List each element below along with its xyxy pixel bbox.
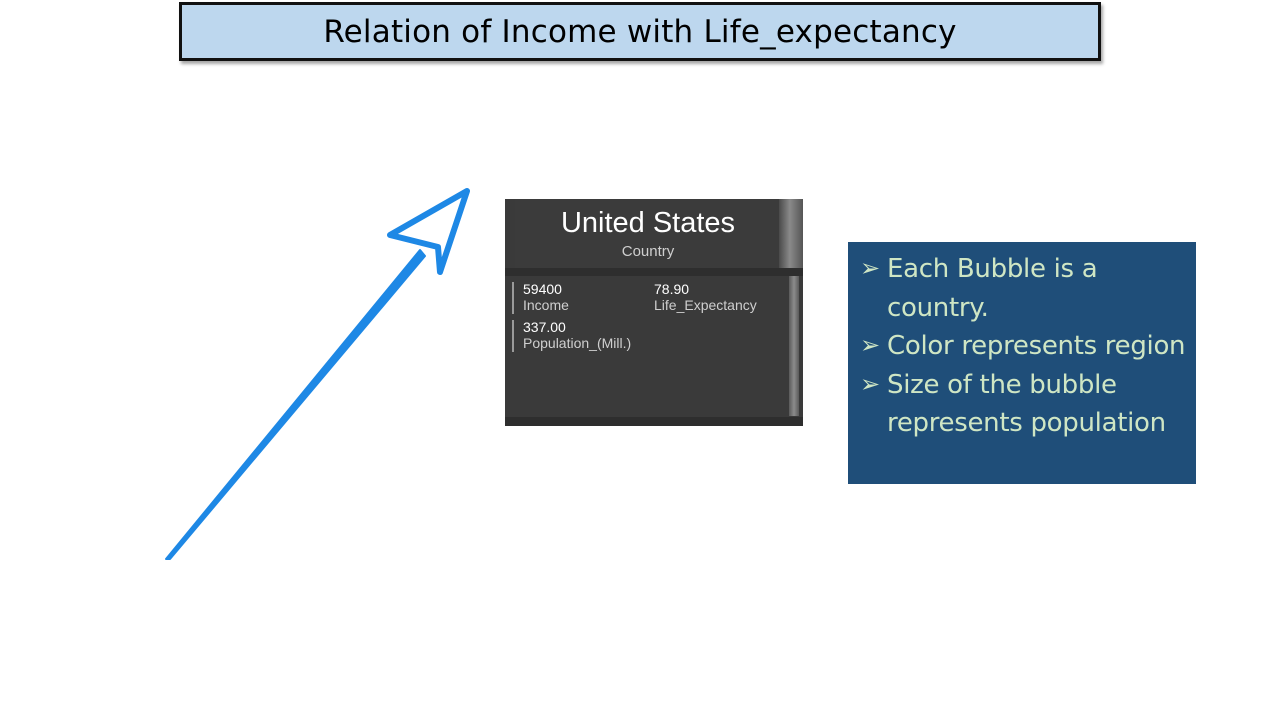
arrow-bullet-icon: ➢ <box>860 255 881 282</box>
tooltip-header-scrollbar <box>779 199 803 268</box>
metric-label: Population_(Mill.) <box>523 335 632 351</box>
info-bullet-item: ➢ Color represents region <box>860 327 1186 366</box>
metric-label: Life_Expectancy <box>654 297 757 313</box>
slide-title: Relation of Income with Life_expectancy <box>323 13 957 50</box>
arrow-bullet-icon: ➢ <box>860 332 881 359</box>
info-bullet-text: Color represents region <box>887 331 1186 361</box>
country-tooltip: United States Country 59400 Income 78.90… <box>505 199 803 426</box>
pointer-arrow-icon <box>165 188 470 560</box>
metric-income: 59400 Income <box>512 282 569 314</box>
metric-label: Income <box>523 297 569 313</box>
info-bullet-item: ➢ Size of the bubble represents populati… <box>860 366 1186 443</box>
tooltip-country-name: United States <box>560 207 736 239</box>
arrow-bullet-icon: ➢ <box>860 370 881 398</box>
tooltip-bottom-edge <box>505 417 803 426</box>
tooltip-scrollbar[interactable] <box>789 276 799 416</box>
info-bullet-item: ➢ Each Bubble is a country. <box>860 250 1186 327</box>
tooltip-divider <box>505 268 803 276</box>
slide-title-box: Relation of Income with Life_expectancy <box>179 2 1101 61</box>
metric-population: 337.00 Population_(Mill.) <box>512 320 631 352</box>
tooltip-country-label: Country <box>621 243 675 260</box>
metric-life-expectancy: 78.90 Life_Expectancy <box>643 282 757 314</box>
info-bullet-text: Size of the bubble represents population <box>887 369 1166 439</box>
metric-value: 59400 <box>523 281 562 297</box>
info-bullet-text: Each Bubble is a country. <box>887 254 1098 323</box>
info-box: ➢ Each Bubble is a country. ➢ Color repr… <box>848 242 1196 484</box>
tooltip-metrics: 59400 Income 78.90 Life_Expectancy 337.0… <box>512 276 792 416</box>
metric-value: 337.00 <box>523 319 566 335</box>
tooltip-header: United States Country <box>515 199 783 268</box>
metric-value: 78.90 <box>654 281 690 297</box>
